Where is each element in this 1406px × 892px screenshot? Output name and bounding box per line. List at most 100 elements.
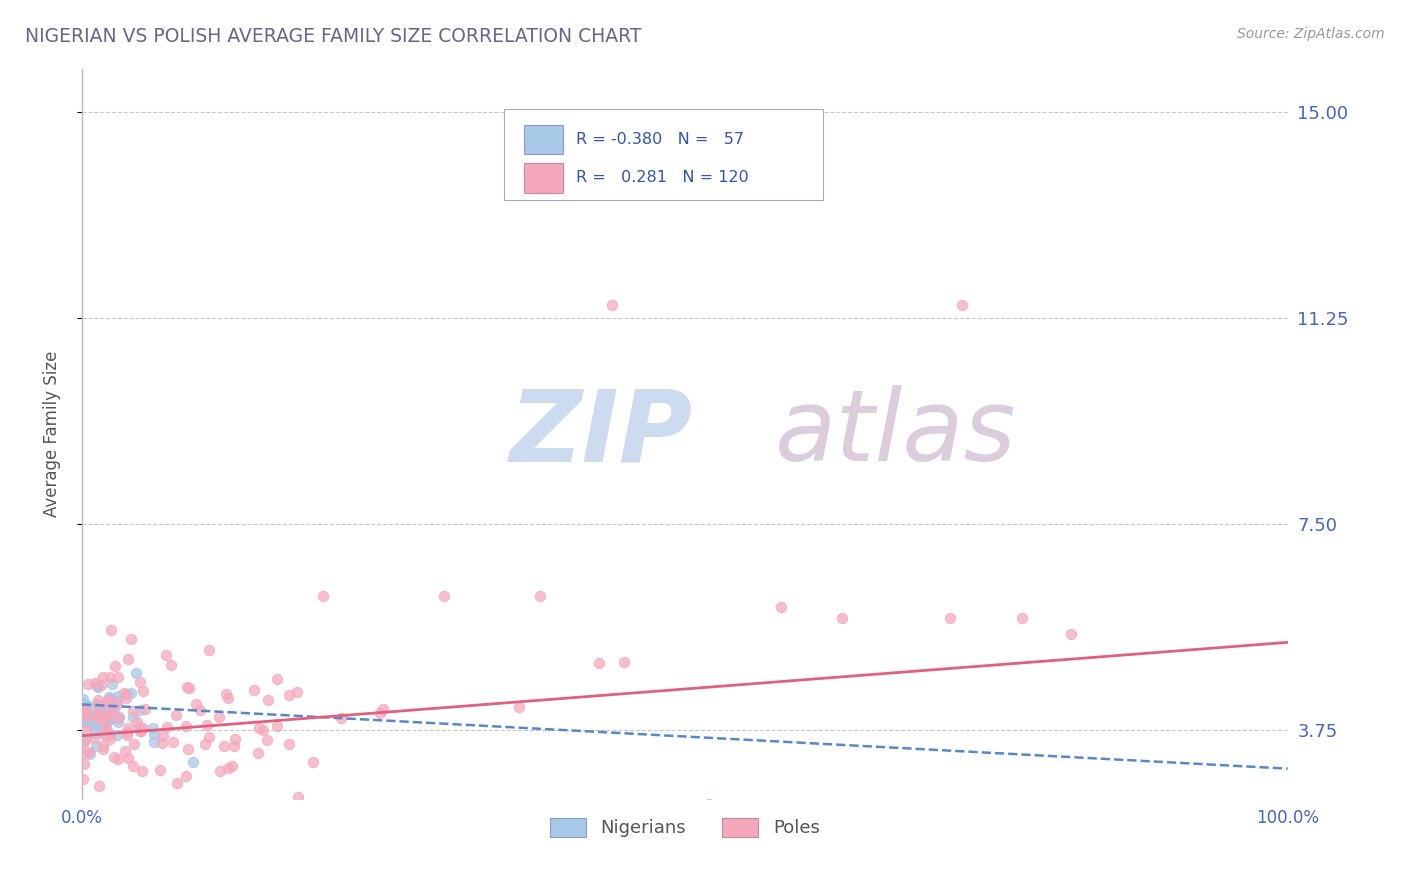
Point: [256, 693, 278, 707]
Point: [128, 675, 150, 690]
Point: [174, 768, 197, 782]
Point: [697, 797, 720, 812]
Point: [94, 714, 117, 729]
Point: [266, 672, 288, 686]
Point: [101, 676, 124, 690]
Point: [75, 705, 97, 719]
FancyBboxPatch shape: [524, 163, 562, 193]
Point: [122, 759, 145, 773]
Point: [98, 712, 121, 726]
FancyBboxPatch shape: [503, 109, 824, 200]
Point: [1059, 627, 1081, 641]
Point: [86, 697, 108, 711]
Point: [114, 690, 136, 705]
Point: [312, 589, 335, 603]
Point: [120, 686, 142, 700]
Point: [831, 610, 853, 624]
Point: [75, 709, 97, 723]
Point: [214, 739, 236, 753]
Point: [156, 720, 179, 734]
Point: [98, 727, 121, 741]
Point: [91, 742, 114, 756]
Point: [72, 733, 94, 747]
Point: [197, 730, 219, 744]
Point: [101, 698, 124, 713]
Point: [105, 698, 128, 712]
Point: [94, 703, 117, 717]
Point: [100, 670, 122, 684]
Point: [96, 729, 118, 743]
Point: [529, 589, 551, 603]
Point: [217, 761, 239, 775]
Point: [117, 652, 139, 666]
Text: R =   0.281   N = 120: R = 0.281 N = 120: [576, 170, 749, 186]
Text: Source: ZipAtlas.com: Source: ZipAtlas.com: [1237, 27, 1385, 41]
Point: [121, 710, 143, 724]
Point: [177, 742, 200, 756]
Point: [112, 686, 135, 700]
Point: [115, 729, 138, 743]
Point: [117, 751, 139, 765]
Point: [75, 746, 97, 760]
Point: [96, 723, 118, 737]
Point: [72, 772, 94, 787]
Point: [950, 298, 973, 312]
Point: [107, 715, 129, 730]
Point: [117, 721, 139, 735]
Point: [115, 725, 138, 739]
Point: [87, 680, 110, 694]
Text: atlas: atlas: [775, 385, 1017, 483]
Point: [221, 759, 243, 773]
Point: [86, 716, 108, 731]
Point: [90, 698, 112, 713]
Point: [198, 643, 221, 657]
Point: [107, 711, 129, 725]
Point: [86, 693, 108, 707]
Point: [98, 690, 121, 705]
Point: [72, 696, 94, 710]
Point: [329, 711, 352, 725]
Point: [302, 755, 325, 769]
Point: [89, 702, 111, 716]
Point: [72, 703, 94, 717]
Point: [96, 694, 118, 708]
Point: [75, 704, 97, 718]
Text: R = -0.380   N =   57: R = -0.380 N = 57: [576, 132, 744, 146]
Point: [256, 733, 278, 747]
Point: [160, 657, 183, 672]
Point: [209, 764, 232, 779]
Point: [143, 727, 166, 741]
Point: [134, 702, 156, 716]
Point: [266, 719, 288, 733]
Point: [149, 764, 172, 778]
Point: [73, 705, 96, 719]
Point: [79, 747, 101, 761]
Point: [208, 710, 231, 724]
Point: [91, 670, 114, 684]
Point: [77, 714, 100, 729]
Point: [77, 745, 100, 759]
Point: [103, 702, 125, 716]
Y-axis label: Average Family Size: Average Family Size: [44, 351, 60, 516]
Point: [150, 736, 173, 750]
Point: [93, 714, 115, 728]
Point: [184, 697, 207, 711]
Point: [83, 731, 105, 746]
Point: [195, 717, 218, 731]
Text: ZIP: ZIP: [510, 385, 693, 483]
Text: NIGERIAN VS POLISH AVERAGE FAMILY SIZE CORRELATION CHART: NIGERIAN VS POLISH AVERAGE FAMILY SIZE C…: [25, 27, 641, 45]
Point: [98, 691, 121, 706]
Point: [79, 717, 101, 731]
Point: [131, 764, 153, 779]
Point: [613, 655, 636, 669]
Point: [176, 681, 198, 695]
Point: [101, 706, 124, 721]
Point: [90, 678, 112, 692]
Point: [128, 720, 150, 734]
Point: [939, 610, 962, 624]
Point: [247, 747, 270, 761]
Point: [224, 732, 246, 747]
Point: [97, 713, 120, 727]
Point: [107, 670, 129, 684]
Point: [370, 706, 392, 720]
